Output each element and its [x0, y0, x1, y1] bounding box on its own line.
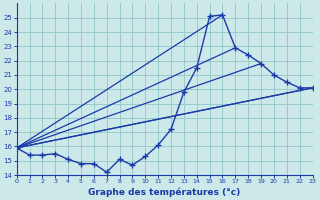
X-axis label: Graphe des températures (°c): Graphe des températures (°c): [88, 187, 241, 197]
